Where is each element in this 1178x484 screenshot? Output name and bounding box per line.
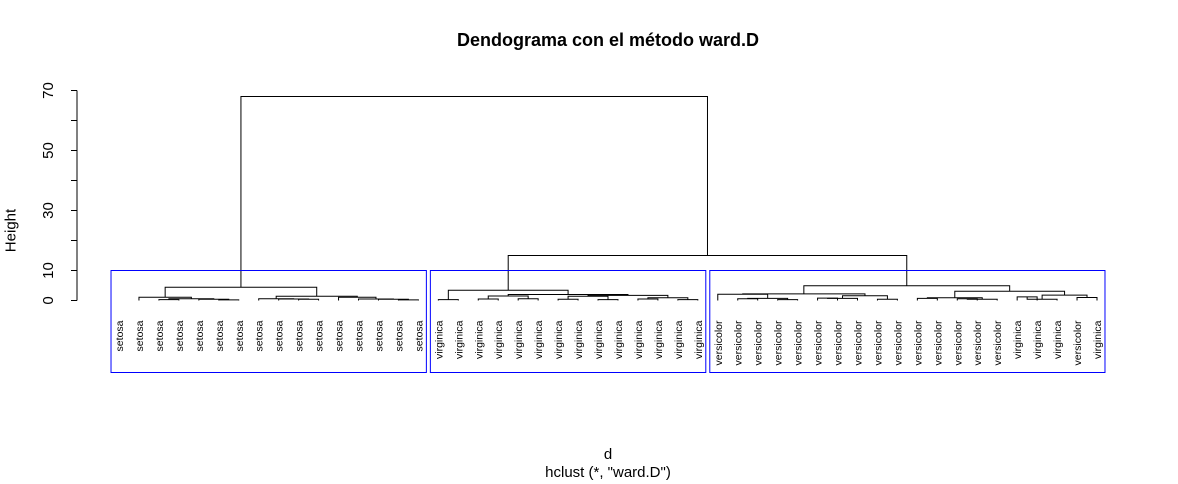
cluster-rect-1 — [110, 270, 427, 373]
merge-46 — [803, 285, 1011, 294]
leaf-label: setosa — [413, 320, 425, 351]
leaf-label: versicolor — [892, 320, 904, 365]
leaf-label: setosa — [234, 320, 246, 351]
leaf-label: virginica — [1012, 320, 1024, 359]
leaf-label: versicolor — [1072, 320, 1084, 365]
merge-22 — [637, 298, 659, 301]
y-tick-label: 50 — [40, 142, 57, 159]
merge-14 — [164, 286, 318, 298]
chart-title: Dendograma con el método ward.D — [456, 30, 760, 50]
leaf-label: setosa — [214, 320, 226, 351]
leaf-label: setosa — [114, 320, 126, 351]
y-axis: 0 10 30 50 70 — [40, 82, 78, 305]
merge-20 — [597, 299, 619, 301]
leaf-label: virginica — [573, 320, 585, 359]
y-axis-label: Height — [2, 208, 20, 253]
leaf-label: versicolor — [753, 320, 765, 365]
leaf-label: versicolor — [932, 320, 944, 365]
leaf-label: versicolor — [912, 320, 924, 365]
leaf-label: setosa — [254, 320, 266, 351]
merge-48 — [240, 96, 708, 288]
leaf-label: versicolor — [713, 320, 725, 365]
leaf-label: setosa — [174, 320, 186, 351]
leaf-label: virginica — [433, 320, 445, 359]
merge-17 — [517, 298, 539, 301]
leaf-label: virginica — [1052, 320, 1064, 359]
leaf-label: setosa — [334, 320, 346, 351]
merge-33 — [827, 297, 858, 301]
merge-28 — [737, 298, 759, 301]
leaf-label: virginica — [533, 320, 545, 359]
cluster-rectangles — [110, 270, 1106, 373]
leaf-label: setosa — [274, 320, 286, 351]
leaf-label: virginica — [633, 320, 645, 359]
leaf-label: versicolor — [813, 320, 825, 365]
leaf-label: versicolor — [992, 320, 1004, 365]
merge-9 — [397, 299, 419, 301]
y-tick-label: 70 — [40, 82, 57, 99]
y-tick-label: 0 — [40, 296, 57, 304]
leaf-label: virginica — [673, 320, 685, 359]
merge-1 — [158, 299, 180, 301]
merge-23 — [677, 299, 699, 301]
merge-45 — [954, 290, 1066, 298]
leaf-label: virginica — [473, 320, 485, 359]
cluster-rect-3 — [709, 270, 1106, 373]
leaf-label: setosa — [194, 320, 206, 351]
leaf-label: versicolor — [793, 320, 805, 365]
leaf-label: virginica — [553, 320, 565, 359]
merge-34 — [876, 298, 898, 301]
leaf-label: versicolor — [833, 320, 845, 365]
y-tick-label: 10 — [40, 262, 57, 279]
merge-15 — [437, 299, 459, 301]
merge-19 — [557, 298, 579, 301]
y-tick-label: 30 — [40, 202, 57, 219]
leaf-label: virginica — [653, 320, 665, 359]
merge-43 — [1076, 297, 1098, 301]
leaf-label: setosa — [354, 320, 366, 351]
dendrogram-tree — [138, 96, 1098, 301]
leaf-label: virginica — [1092, 320, 1104, 359]
leaf-label: versicolor — [872, 320, 884, 365]
leaf-label: virginica — [1032, 320, 1044, 359]
merge-2 — [218, 299, 240, 301]
leaf-label: setosa — [154, 320, 166, 351]
merge-37 — [916, 297, 938, 301]
leaf-label: virginica — [493, 320, 505, 359]
x-axis-label: d — [603, 446, 613, 463]
leaf-label: setosa — [393, 320, 405, 351]
leaf-label: versicolor — [972, 320, 984, 365]
leaf-label: setosa — [134, 320, 146, 351]
leaf-label: versicolor — [852, 320, 864, 365]
merge-47 — [507, 255, 908, 291]
merge-8 — [258, 298, 295, 301]
leaf-label: versicolor — [773, 320, 785, 365]
leaf-label: virginica — [613, 320, 625, 359]
leaf-label: versicolor — [733, 320, 745, 365]
leaf-label: virginica — [453, 320, 465, 359]
leaf-label: setosa — [373, 320, 385, 351]
leaf-label: virginica — [513, 320, 525, 359]
merge-29 — [777, 299, 799, 301]
leaf-labels: setosa setosa setosa setosa setosa setosa seto… — [114, 320, 1104, 365]
leaf-label: virginica — [693, 320, 705, 359]
leaf-label: setosa — [294, 320, 306, 351]
chart-subtitle: hclust (*, "ward.D") — [545, 464, 671, 481]
leaf-label: setosa — [314, 320, 326, 351]
cluster-rect-2 — [429, 270, 707, 373]
leaf-label: versicolor — [952, 320, 964, 365]
leaf-label: virginica — [593, 320, 605, 359]
merge-16 — [477, 298, 499, 301]
merge-31 — [717, 293, 769, 301]
